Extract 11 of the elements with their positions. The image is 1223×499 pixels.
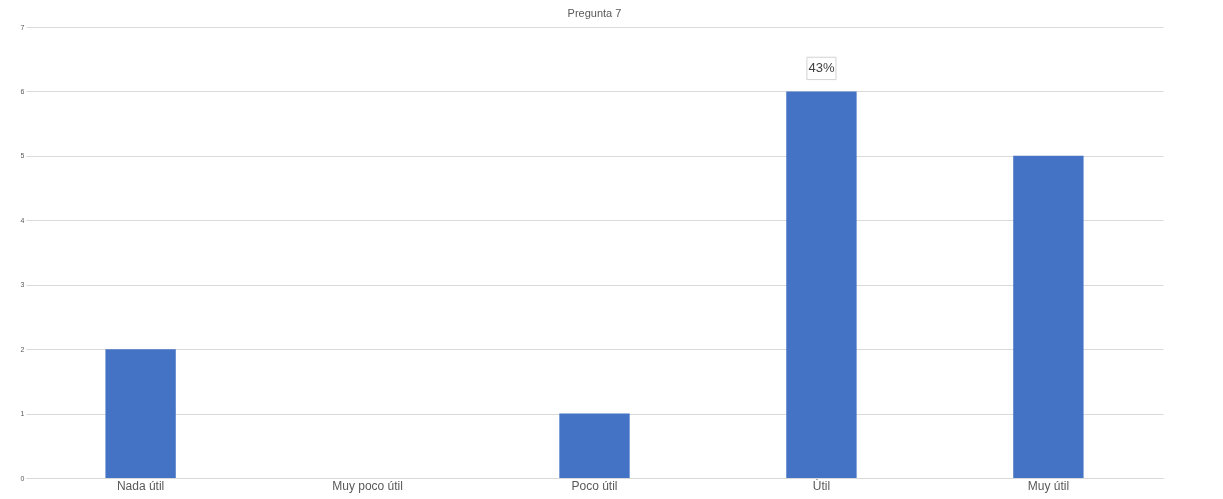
chart-title: Pregunta 7 [567,7,622,19]
x-tick-label: Poco útil [571,478,618,493]
bar [1013,155,1084,478]
x-tick-label: Útil [812,477,831,493]
bar [105,349,176,478]
x-tick-label: Muy útil [1027,478,1070,493]
bar [559,413,630,478]
annotation: 43% [808,60,835,76]
bar [786,91,857,478]
x-tick-label: Muy poco útil [332,478,403,493]
x-tick-label: Nada útil [116,478,165,493]
